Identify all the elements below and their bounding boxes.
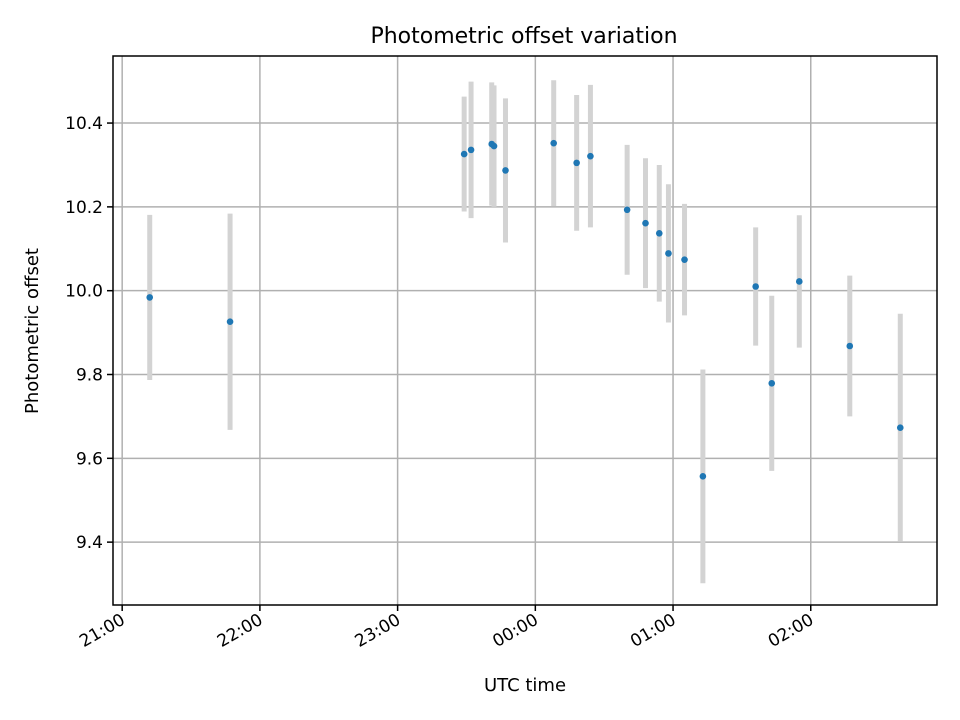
data-point [146,294,154,301]
data-point [623,206,631,214]
x-tick-label: 01:00 [627,610,679,652]
x-axis-ticks: 21:00 22:00 23:00 00:00 01:00 02:00 [76,605,817,652]
data-point [642,219,649,227]
y-tick-label: 10.4 [65,114,103,134]
data-point [587,152,594,160]
data-point [502,167,509,174]
y-tick-label: 9.8 [76,366,103,386]
y-tick-label: 10.2 [65,198,103,218]
data-point [699,473,707,480]
y-tick-label: 9.6 [76,449,103,469]
error-bars [147,80,903,584]
x-tick-label: 02:00 [765,610,817,652]
data-point [460,150,468,158]
data-points [146,139,904,480]
data-point [573,159,580,167]
data-point [752,283,759,290]
data-point [681,256,688,263]
data-point [665,250,672,257]
x-tick-label: 21:00 [76,610,128,652]
plot-frame [112,55,938,606]
data-point [467,146,475,154]
data-point [768,380,776,387]
data-point [795,278,803,285]
data-point [490,142,498,150]
x-tick-label: 23:00 [352,610,404,652]
data-point [896,424,904,432]
y-axis-label: Photometric offset [22,248,43,414]
x-axis-label: UTC time [484,675,566,696]
y-tick-label: 9.4 [76,533,103,553]
data-point [550,139,557,147]
grid-lines [113,56,937,605]
data-point [226,318,234,325]
x-tick-label: 00:00 [489,610,541,652]
data-point [846,342,854,350]
chart-title: Photometric offset variation [370,24,677,49]
data-point [655,229,663,237]
y-tick-label: 10.0 [65,282,103,302]
y-axis-ticks: 9.4 9.6 9.8 10.0 10.2 10.4 [65,114,113,553]
x-tick-label: 22:00 [214,610,266,652]
